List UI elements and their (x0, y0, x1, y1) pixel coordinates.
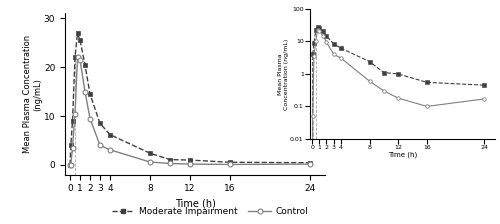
Legend: Moderate Impairment, Control: Moderate Impairment, Control (108, 203, 312, 220)
X-axis label: Time (h): Time (h) (174, 199, 216, 209)
Y-axis label: Mean Plasma
Concentration (ng/mL): Mean Plasma Concentration (ng/mL) (278, 38, 288, 110)
Y-axis label: Mean Plasma Concentration
(ng/mL): Mean Plasma Concentration (ng/mL) (23, 35, 42, 153)
X-axis label: Time (h): Time (h) (388, 151, 417, 158)
